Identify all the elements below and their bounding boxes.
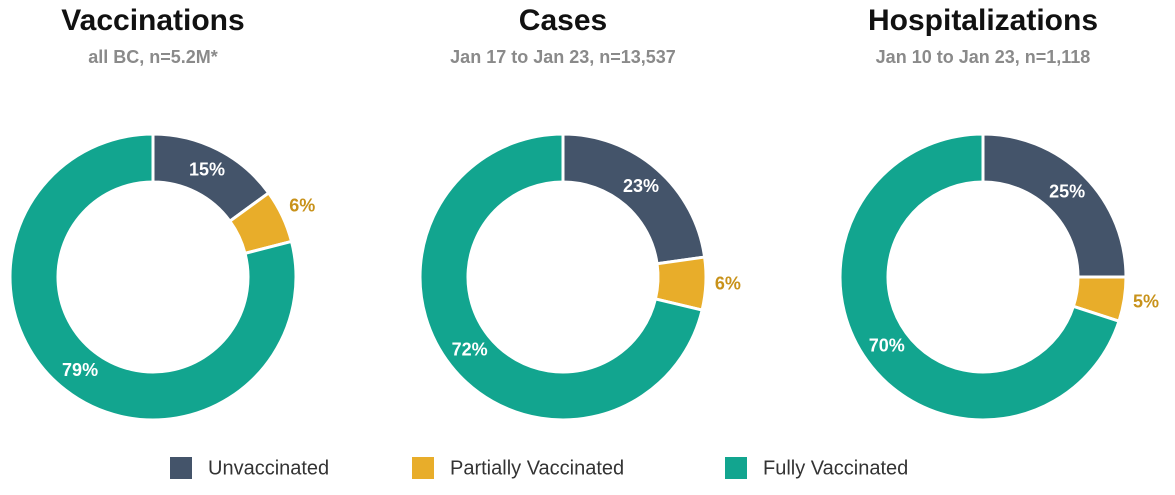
chart-title: Hospitalizations xyxy=(868,4,1098,37)
chart-subtitle: all BC, n=5.2M* xyxy=(88,47,218,67)
data-label: 6% xyxy=(289,195,315,215)
legend-swatch xyxy=(725,457,747,479)
donut-segment xyxy=(981,132,1128,279)
chart-title: Vaccinations xyxy=(61,4,244,37)
donut-segment xyxy=(838,132,1121,422)
data-label: 6% xyxy=(715,273,741,293)
data-label: 15% xyxy=(189,160,225,180)
donut-segment xyxy=(561,132,707,266)
donut-segment xyxy=(418,132,704,422)
data-label: 79% xyxy=(62,360,98,380)
data-label: 72% xyxy=(452,340,488,360)
donut-segment xyxy=(8,132,298,422)
legend-label: Unvaccinated xyxy=(208,457,329,479)
data-label: 23% xyxy=(623,176,659,196)
chart-title: Cases xyxy=(519,4,607,37)
chart-subtitle: Jan 17 to Jan 23, n=13,537 xyxy=(450,47,676,67)
legend-swatch xyxy=(412,457,434,479)
data-label: 5% xyxy=(1133,292,1159,312)
chart-subtitle: Jan 10 to Jan 23, n=1,118 xyxy=(876,47,1091,67)
legend-label: Partially Vaccinated xyxy=(450,457,624,479)
data-label: 25% xyxy=(1049,182,1085,202)
legend-label: Fully Vaccinated xyxy=(763,457,908,479)
data-label: 70% xyxy=(869,336,905,356)
legend-swatch xyxy=(170,457,192,479)
